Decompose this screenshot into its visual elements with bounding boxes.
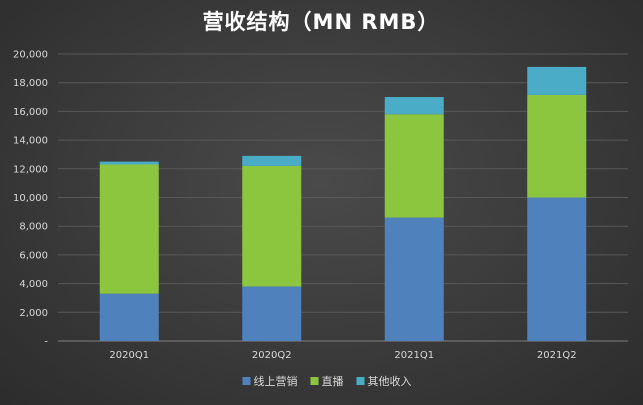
legend-label: 线上营销	[254, 374, 298, 388]
y-tick-label: 6,000	[19, 250, 48, 261]
bar-2021Q2-series-0	[527, 197, 587, 341]
bar-2021Q2-series-2	[527, 66, 587, 95]
y-tick-label: 14,000	[13, 136, 48, 147]
y-tick-label: 8,000	[19, 222, 48, 233]
y-tick-label: 12,000	[13, 164, 48, 175]
chart-title: 营收结构（MN RMB）	[203, 10, 440, 34]
x-tick-label: 2021Q2	[537, 350, 577, 361]
x-tick-label: 2021Q1	[394, 350, 434, 361]
x-tick-label: 2020Q1	[109, 350, 149, 361]
y-axis-ticks: - 2,000 4,000 6,000 8,000 10,000 12,000 14,000 1…	[13, 50, 48, 348]
x-tick-label: 2020Q2	[252, 350, 292, 361]
legend-swatch	[356, 377, 365, 385]
y-tick-label: 16,000	[13, 107, 48, 118]
legend-swatch	[310, 377, 319, 385]
bar-2021Q2-series-1	[527, 94, 587, 198]
legend: 线上营销 直播 其他收入	[242, 374, 412, 388]
bar-2020Q1-series-1	[99, 164, 159, 294]
y-tick-label: -	[44, 337, 48, 348]
bar-2020Q1-series-0	[99, 293, 159, 341]
legend-label: 其他收入	[368, 374, 412, 388]
bars	[99, 66, 587, 341]
bar-2021Q1-series-2	[384, 97, 444, 115]
y-tick-label: 4,000	[19, 279, 48, 290]
y-tick-label: 2,000	[19, 308, 48, 319]
y-tick-label: 20,000	[13, 50, 48, 61]
bar-2020Q1-series-2	[99, 161, 159, 165]
bar-2021Q1-series-0	[384, 217, 444, 341]
y-tick-label: 18,000	[13, 78, 48, 89]
legend-swatch	[242, 377, 251, 385]
bar-2020Q2-series-0	[242, 286, 302, 341]
bar-2020Q2-series-1	[242, 165, 302, 287]
legend-label: 直播	[322, 374, 344, 388]
x-axis-ticks: 2020Q1 2020Q2 2021Q1 2021Q2	[109, 350, 576, 361]
y-tick-label: 10,000	[13, 193, 48, 204]
bar-2020Q2-series-2	[242, 155, 302, 166]
bar-2021Q1-series-1	[384, 114, 444, 218]
